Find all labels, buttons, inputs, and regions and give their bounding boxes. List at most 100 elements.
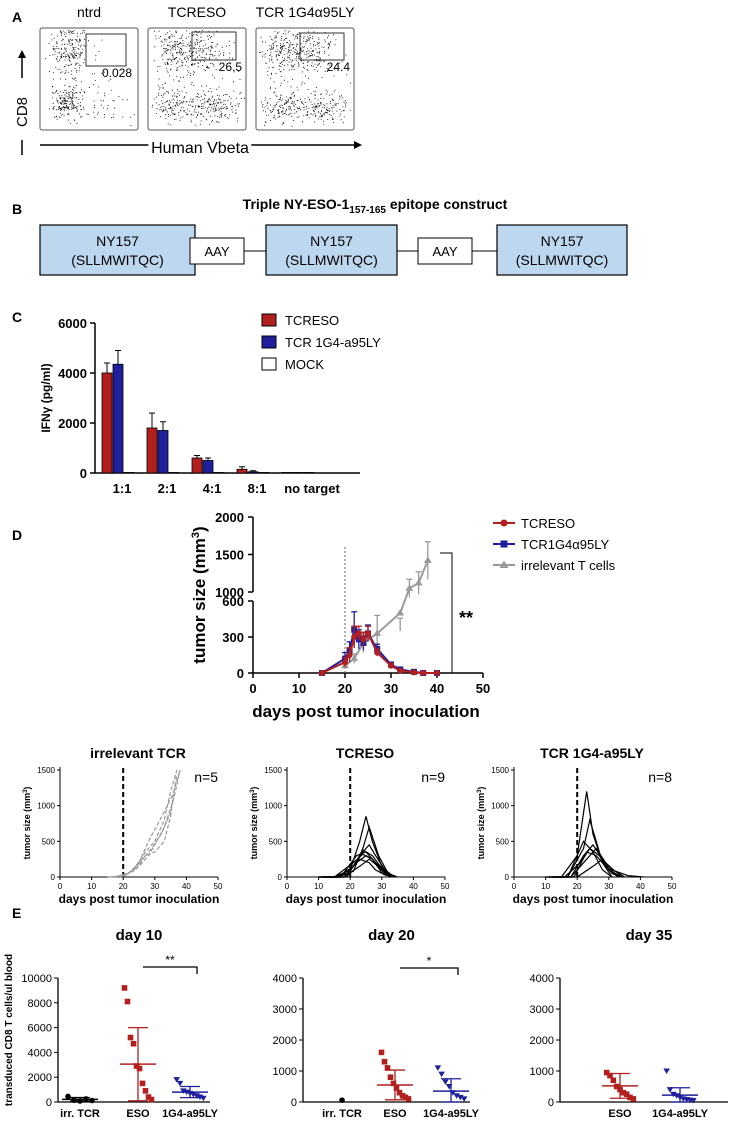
epitope-sequence: (SLLMWITQC) xyxy=(285,252,378,268)
spaghetti-title: TCR 1G4-a95LY xyxy=(540,745,644,761)
spaghetti-curve xyxy=(119,791,175,878)
tumor-x-tick-label: 50 xyxy=(476,681,490,696)
flow-x-arrowhead xyxy=(354,141,362,149)
flow-plot-frame xyxy=(255,27,355,131)
bar-category-label: 4:1 xyxy=(203,481,222,496)
tumor-ylabel: tumor size (mm3) xyxy=(190,526,209,663)
flow-plot-title: ntrd xyxy=(77,4,101,20)
epitope-box xyxy=(496,224,628,276)
tumor-x-tick-label: 30 xyxy=(384,681,398,696)
tumor-x-tick-label: 0 xyxy=(249,681,256,696)
scatter-significance-mark: ** xyxy=(165,953,175,967)
tumor-legend-label: TCR1G4α95LY xyxy=(521,537,610,552)
bar-tcr-1g4-a95ly xyxy=(202,460,214,474)
spaghetti-curve xyxy=(318,853,392,878)
scatter-y-tick-label: 0 xyxy=(291,1097,297,1109)
scatter-1g4-a95ly-point xyxy=(460,1096,468,1102)
tumor-series-irrelevant-t-cells-point xyxy=(350,654,359,662)
scatter-y-tick-label: 1000 xyxy=(530,1066,554,1078)
scatter-y-tick-label: 0 xyxy=(548,1097,554,1109)
scatter-y-tick-label: 3000 xyxy=(530,1004,554,1016)
tumor-y-tick-label: 300 xyxy=(222,630,244,645)
scatter-eso-point xyxy=(607,1072,613,1079)
tumor-series-tcreso-point xyxy=(351,634,358,640)
bar-category-label: no target xyxy=(284,481,340,496)
scatter-eso-point xyxy=(620,1089,627,1096)
spaghetti-y-tick-label: 500 xyxy=(42,837,56,846)
spaghetti-ylabel-end: ) xyxy=(476,787,486,790)
spaghetti-y-tick-label: 0 xyxy=(505,873,510,882)
panel-d-letter: D xyxy=(12,527,22,543)
tumor-y-tick-label: 1000 xyxy=(215,585,244,600)
scatter-1g4-a95ly-point xyxy=(173,1077,180,1083)
spaghetti-curve xyxy=(110,769,178,878)
tumor-series-tcreso-point xyxy=(365,630,371,637)
scatter-y-tick-label: 6000 xyxy=(28,1023,52,1035)
spaghetti-x-tick-label: 20 xyxy=(119,882,128,891)
bar-tcreso xyxy=(236,468,248,474)
spaghetti-y-tick-label: 0 xyxy=(51,873,56,882)
bar-mock xyxy=(123,472,135,474)
scatter-eso-point xyxy=(127,1034,134,1041)
scatter-significance-mark: * xyxy=(427,954,432,968)
spaghetti-curve xyxy=(545,847,619,878)
scatter-title: day 35 xyxy=(626,927,673,944)
flow-plot-dots xyxy=(45,30,135,126)
scatter-y-tick-label: 10000 xyxy=(21,973,52,985)
scatter-irr-tcr-point xyxy=(89,1097,95,1104)
scatter-category-label: ESO xyxy=(383,1108,407,1120)
scatter-y-tick-label: 3000 xyxy=(273,1004,297,1016)
scatter-category-label: 1G4-a95LY xyxy=(162,1108,219,1120)
flow-xlabel: Human Vbeta xyxy=(151,140,249,157)
tumor-y-tick-label: 600 xyxy=(222,594,244,609)
tumor-series-tcreso-point xyxy=(360,636,367,643)
linker-label: AAY xyxy=(432,244,457,259)
scatter-1g4-a95ly-point xyxy=(438,1071,445,1078)
spaghetti-y-tick-label: 1000 xyxy=(264,802,282,811)
spaghetti-n: n=9 xyxy=(421,769,445,785)
panel-e-letter: E xyxy=(12,905,21,921)
tumor-y-tick-label: 0 xyxy=(237,666,244,681)
spaghetti-x-tick-label: 30 xyxy=(150,882,159,891)
scatter-category-label: 1G4-a95LY xyxy=(652,1108,709,1120)
scatter-y-tick-label: 4000 xyxy=(273,973,297,985)
scatter-eso-point xyxy=(630,1096,637,1102)
tumor-y-tick-label: 2000 xyxy=(215,510,244,525)
scatter-eso-point xyxy=(402,1094,409,1101)
scatter-irr-tcr-point xyxy=(65,1093,71,1100)
tumor-series-tcreso-point xyxy=(342,659,348,666)
spaghetti-y-tick-label: 0 xyxy=(278,873,283,882)
flow-plot-dots xyxy=(151,30,245,126)
spaghetti-x-tick-label: 0 xyxy=(285,882,290,891)
bar-y-tick-label: 2000 xyxy=(58,416,87,431)
tumor-series-tcreso-point xyxy=(411,669,417,676)
scatter-1g4-a95ly-point xyxy=(442,1079,449,1085)
spaghetti-x-tick-label: 10 xyxy=(314,882,323,891)
scatter-eso-point xyxy=(610,1077,617,1084)
tumor-series-irrelevant-t-cells-point xyxy=(405,584,414,591)
spaghetti-x-tick-label: 0 xyxy=(512,882,517,891)
spaghetti-ylabel-sup: 3 xyxy=(477,789,483,793)
panel-c-letter: C xyxy=(12,309,22,325)
significance-mark: ** xyxy=(459,608,473,628)
spaghetti-ylabel-main: tumor size (mm xyxy=(249,793,259,860)
significance-bracket xyxy=(440,552,453,674)
bar-tcr-1g4-a95ly xyxy=(112,363,124,474)
scatter-significance-bracket xyxy=(400,967,459,975)
bar-category-label: 8:1 xyxy=(248,481,267,496)
spaghetti-curve xyxy=(116,773,178,878)
spaghetti-curve xyxy=(328,849,392,878)
tumor-series-tcreso-point xyxy=(319,670,325,676)
scatter-eso-point xyxy=(145,1094,152,1100)
spaghetti-y-tick-label: 500 xyxy=(269,837,283,846)
scatter-y-tick-label: 2000 xyxy=(273,1035,297,1047)
bar-tcreso xyxy=(281,472,293,474)
scatter-title: day 20 xyxy=(368,927,415,944)
spaghetti-ylabel-main: tumor size (mm xyxy=(22,793,32,860)
spaghetti-x-tick-label: 40 xyxy=(182,882,191,891)
tumor-series-irrelevant-t-cells-point xyxy=(373,629,382,636)
tumor-ylabel-main: tumor size (mm xyxy=(190,538,209,664)
